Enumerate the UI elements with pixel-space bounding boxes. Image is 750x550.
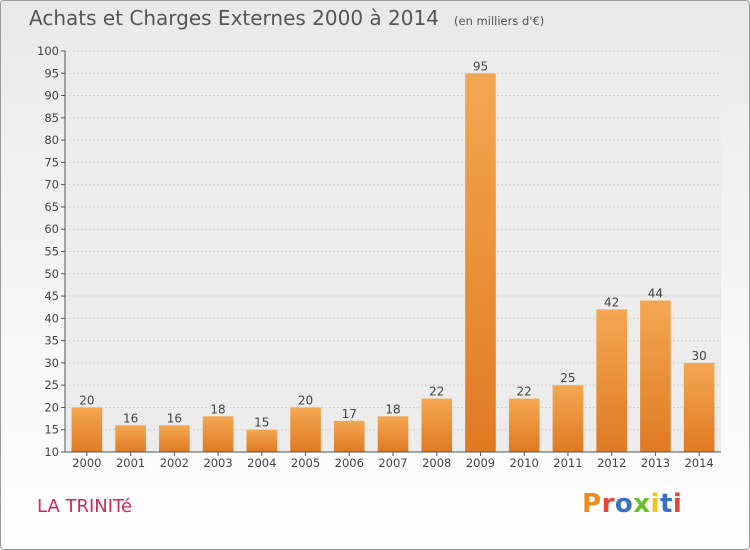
bar-value-label: 22	[517, 385, 532, 399]
logo-letter: P	[582, 489, 602, 519]
y-tick-label: 20	[44, 400, 59, 414]
y-tick-label: 15	[44, 423, 59, 437]
bar-2008	[421, 398, 453, 452]
x-tick-label: 2000	[72, 456, 101, 470]
y-tick-label: 50	[44, 267, 59, 281]
bar-value-label: 15	[254, 416, 269, 430]
bar-2003	[202, 416, 234, 452]
logo-letter: i	[650, 489, 660, 519]
x-tick-label: 2001	[116, 456, 145, 470]
bar-2002	[159, 425, 190, 452]
bar-value-label: 18	[385, 402, 400, 416]
y-tick-label: 10	[44, 445, 59, 459]
bar-value-label: 20	[79, 393, 94, 407]
bar-2010	[508, 398, 540, 452]
y-tick-label: 75	[44, 155, 59, 169]
bars-layer: 20 16 16 18 15 20 17 18 22 95 22 25 42 44 30	[71, 59, 715, 453]
place-label: LA TRINITé	[37, 496, 133, 517]
bar-value-label: 25	[560, 371, 575, 385]
y-tick-label: 95	[44, 66, 59, 80]
bar-2006	[333, 420, 365, 452]
y-tick-label: 45	[44, 289, 59, 303]
logo-letter: x	[633, 489, 651, 519]
chart-title: Achats et Charges Externes 2000 à 2014	[29, 6, 439, 30]
x-tick-label: 2003	[203, 456, 232, 470]
y-tick-label: 35	[44, 334, 59, 348]
axis-layer: 10 15 20 25 30 35 40 45 50 55 60 65 70 75 80 85 90 95 100 2…	[37, 44, 721, 470]
bar-2009	[465, 73, 496, 453]
y-tick-label: 65	[44, 200, 59, 214]
x-tick-label: 2008	[422, 456, 451, 470]
bar-value-label: 22	[429, 385, 444, 399]
x-tick-label: 2010	[510, 456, 539, 470]
bar-2012	[596, 309, 627, 452]
bar-2011	[552, 385, 584, 452]
y-tick-label: 70	[44, 178, 59, 192]
logo-letter: t	[659, 489, 673, 519]
y-tick-label: 60	[44, 222, 59, 236]
chart-subtitle: (en milliers d'€)	[454, 14, 545, 28]
x-tick-label: 2007	[378, 456, 407, 470]
bar-value-label: 20	[298, 393, 313, 407]
y-tick-label: 25	[44, 378, 59, 392]
title-row: Achats et Charges Externes 2000 à 2014 (…	[29, 6, 544, 30]
bar-2013	[640, 300, 671, 452]
bar-2007	[377, 416, 409, 452]
x-tick-label: 2005	[291, 456, 320, 470]
y-tick-label: 40	[44, 311, 59, 325]
bar-2005	[290, 407, 321, 452]
bar-2004	[246, 429, 278, 452]
bar-value-label: 44	[648, 287, 663, 301]
x-tick-label: 2014	[684, 456, 713, 470]
x-tick-label: 2004	[247, 456, 276, 470]
logo-letter: i	[672, 489, 683, 519]
y-tick-label: 80	[44, 133, 59, 147]
bar-2000	[71, 407, 103, 452]
x-tick-label: 2002	[160, 456, 189, 470]
y-tick-label: 30	[44, 356, 59, 370]
bar-value-label: 16	[167, 411, 182, 425]
bar-value-label: 17	[342, 407, 357, 421]
proxiti-logo: Proxiti	[582, 489, 682, 519]
x-tick-label: 2013	[641, 456, 670, 470]
x-tick-label: 2012	[597, 456, 626, 470]
y-tick-label: 100	[37, 44, 59, 58]
bar-value-label: 95	[473, 59, 488, 73]
bar-2014	[683, 362, 715, 452]
bar-value-label: 16	[123, 411, 138, 425]
y-tick-label: 90	[44, 89, 59, 103]
bar-value-label: 18	[210, 402, 225, 416]
logo-letter: o	[614, 489, 634, 519]
x-tick-label: 2006	[335, 456, 364, 470]
y-tick-label: 55	[44, 245, 59, 259]
bar-2001	[115, 425, 146, 452]
grid-layer	[65, 50, 721, 453]
logo-letter: r	[601, 489, 615, 519]
x-tick-label: 2011	[553, 456, 582, 470]
y-tick-label: 85	[44, 111, 59, 125]
bar-value-label: 30	[691, 349, 706, 363]
bar-value-label: 42	[604, 295, 619, 309]
x-tick-label: 2009	[466, 456, 495, 470]
